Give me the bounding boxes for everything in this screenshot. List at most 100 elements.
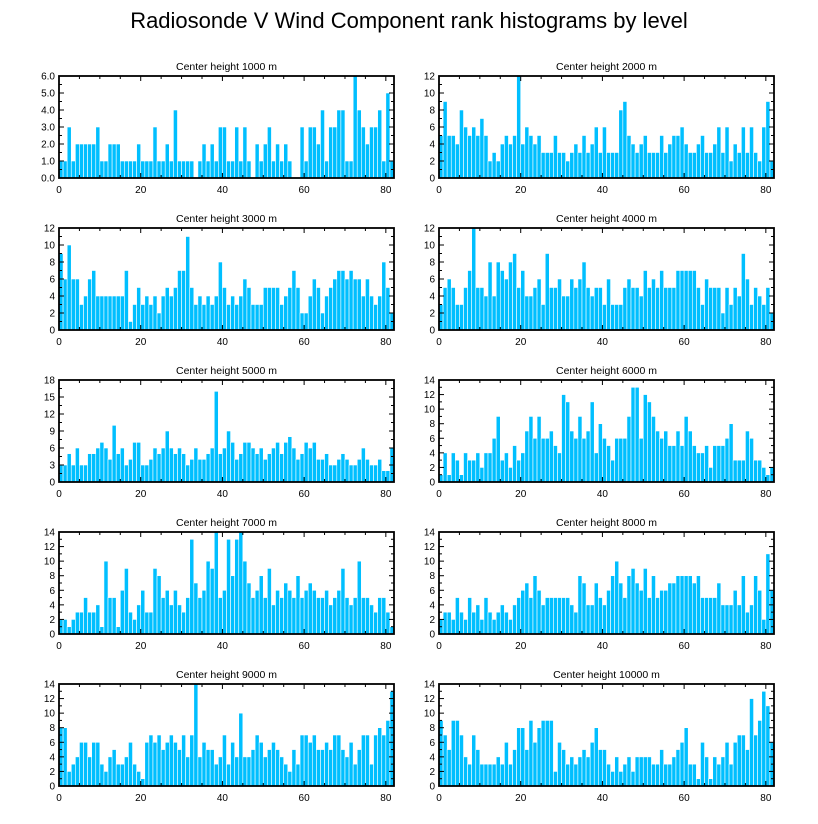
histogram-bar [340,270,346,331]
histogram-bar [107,143,113,179]
histogram-bar [205,295,211,331]
histogram-bar [536,416,542,483]
x-tick-label: 0 [436,185,442,196]
histogram-bar [234,538,240,635]
histogram-bar [275,749,280,787]
histogram-bar [111,597,117,635]
histogram-bar [598,749,603,787]
y-tick-label: 12 [424,72,436,83]
histogram-bar [749,126,754,179]
histogram-bar [62,278,68,331]
histogram-bar [524,295,530,331]
histogram-bar [720,152,726,179]
histogram-bar [467,763,472,787]
histogram-bar [381,597,387,635]
histogram-bar [499,143,505,179]
histogram-panel-6: Center height 6000 m 0 2 4 6 8 10 12 14 0 20 40 60 80 [424,365,775,500]
y-tick-label: 2 [429,309,435,320]
histogram-bar [316,597,321,635]
histogram-bar [593,126,599,179]
histogram-bar [508,261,513,331]
histogram-bar [491,619,497,635]
histogram-bar [724,287,730,331]
panel-title: Center height 5000 m [176,365,277,377]
histogram-bar [75,611,80,635]
histogram-bar [704,445,709,483]
histogram-bar [450,135,456,179]
histogram-bar [569,278,575,331]
histogram-bar [491,295,497,331]
histogram-bar [373,126,378,179]
histogram-bar [136,442,142,483]
histogram-bar [528,720,534,787]
histogram-bar [279,304,284,331]
histogram-bar [320,459,325,483]
x-tick-label: 40 [597,641,609,652]
histogram-bar [95,447,101,483]
histogram-bar [557,278,562,331]
histogram-bar [691,582,697,635]
histogram-bar [696,778,701,787]
histogram-bar [352,278,358,331]
histogram-bar [83,741,88,787]
histogram-bar [91,143,97,179]
y-tick-label: 6 [429,434,435,445]
histogram-bar [741,575,746,635]
histogram-bar [124,270,129,331]
histogram-bar [446,474,452,483]
histogram-bar [536,727,542,787]
histogram-bar [87,611,92,635]
histogram-bar [634,756,640,787]
histogram-bar [156,734,162,787]
histogram-bar [520,589,526,635]
histogram-bar [156,575,162,635]
histogram-bar [610,459,615,483]
histogram-bar [565,401,571,483]
histogram-bar [62,619,68,635]
histogram-bar [463,756,468,787]
histogram-bar [115,763,121,787]
histogram-bar [557,741,562,787]
histogram-bar [475,287,481,331]
histogram-bar [132,160,137,179]
histogram-bar [311,442,317,483]
y-tick-label: 4 [429,140,435,151]
histogram-bar [316,749,321,787]
histogram-bar [91,453,97,483]
histogram-bar [508,763,513,787]
histogram-bar [745,278,750,331]
histogram-bar [512,135,517,179]
histogram-bar [254,589,260,635]
y-tick-label: 2 [429,157,435,168]
histogram-bar [66,626,72,635]
y-tick-label: 10 [44,241,56,252]
histogram-bar [316,287,321,331]
histogram-bar [213,763,219,787]
histogram-bar [267,287,272,331]
histogram-bar [230,575,235,635]
histogram-bar [156,160,162,179]
histogram-bar [70,763,76,787]
histogram-bar [602,749,607,787]
histogram-bar [634,386,640,483]
histogram-bar [720,445,726,483]
histogram-bar [483,295,489,331]
histogram-bar [630,771,636,787]
histogram-bar [246,287,252,331]
histogram-bar [516,287,522,331]
histogram-bar [696,452,701,483]
histogram-bar [638,437,644,483]
histogram-bar [675,270,681,331]
histogram-bar [732,459,738,483]
histogram-bar [177,160,182,179]
histogram-bar [704,756,709,787]
histogram-bar [213,531,219,635]
histogram-bar [532,287,538,331]
histogram-bar [373,464,378,483]
x-tick-label: 0 [56,185,62,196]
histogram-bar [152,568,158,635]
y-tick-label: 12 [424,542,436,553]
histogram-bar [581,261,587,331]
histogram-bar [209,304,215,331]
histogram-bar [287,160,293,179]
